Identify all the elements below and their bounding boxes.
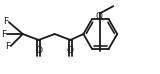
Text: F: F	[3, 17, 8, 26]
Text: F: F	[1, 30, 6, 38]
Text: O: O	[67, 46, 74, 55]
Text: F: F	[5, 42, 10, 51]
Text: O: O	[96, 12, 103, 21]
Text: O: O	[35, 46, 42, 55]
